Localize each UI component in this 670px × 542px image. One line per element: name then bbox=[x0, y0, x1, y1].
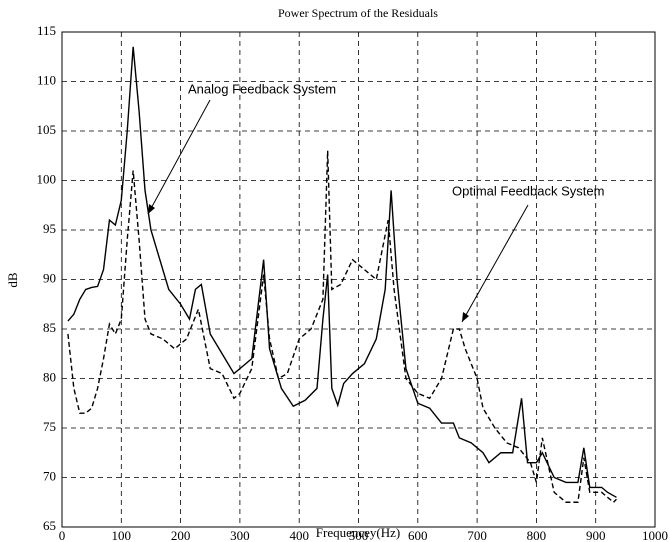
x-tick-label: 900 bbox=[586, 528, 606, 542]
annotation-arrow bbox=[461, 204, 529, 323]
x-tick-label: 800 bbox=[527, 528, 547, 542]
x-tick-label: 600 bbox=[408, 528, 428, 542]
plot-frame bbox=[61, 31, 656, 528]
annotation: Optimal Feedback System bbox=[452, 183, 604, 198]
line bbox=[67, 46, 617, 498]
y-tick-label: 90 bbox=[43, 270, 56, 285]
y-tick-label: 75 bbox=[43, 419, 56, 434]
y-tick-label: 65 bbox=[43, 518, 56, 533]
x-tick-label: 100 bbox=[112, 528, 132, 542]
y-tick-label: 105 bbox=[37, 122, 57, 137]
annotation-arrow bbox=[147, 99, 211, 215]
x-tick-label: 300 bbox=[230, 528, 250, 542]
x-tick-label: 500 bbox=[349, 528, 369, 542]
y-tick-label: 70 bbox=[43, 468, 56, 483]
arrow-head bbox=[462, 312, 469, 322]
y-tick-label: 85 bbox=[43, 320, 56, 335]
x-tick-label: 1000 bbox=[642, 528, 668, 542]
arrow-head bbox=[148, 204, 155, 214]
y-tick-label: 100 bbox=[37, 171, 57, 186]
x-tick-label: 700 bbox=[467, 528, 487, 542]
y-tick-label: 80 bbox=[43, 369, 56, 384]
chart-title: Power Spectrum of the Residuals bbox=[278, 6, 438, 20]
x-tick-label: 200 bbox=[171, 528, 191, 542]
x-tick-label: 0 bbox=[59, 528, 66, 542]
y-axis-label: dB bbox=[5, 272, 20, 288]
y-tick-label: 115 bbox=[37, 23, 56, 38]
x-tick-label: 400 bbox=[289, 528, 309, 542]
annotation: Analog Feedback System bbox=[188, 81, 336, 96]
y-tick-label: 110 bbox=[37, 72, 56, 87]
x-axis-label: Frequencey(Hz) bbox=[316, 525, 400, 540]
line bbox=[67, 150, 617, 504]
y-tick-label: 95 bbox=[43, 221, 56, 236]
